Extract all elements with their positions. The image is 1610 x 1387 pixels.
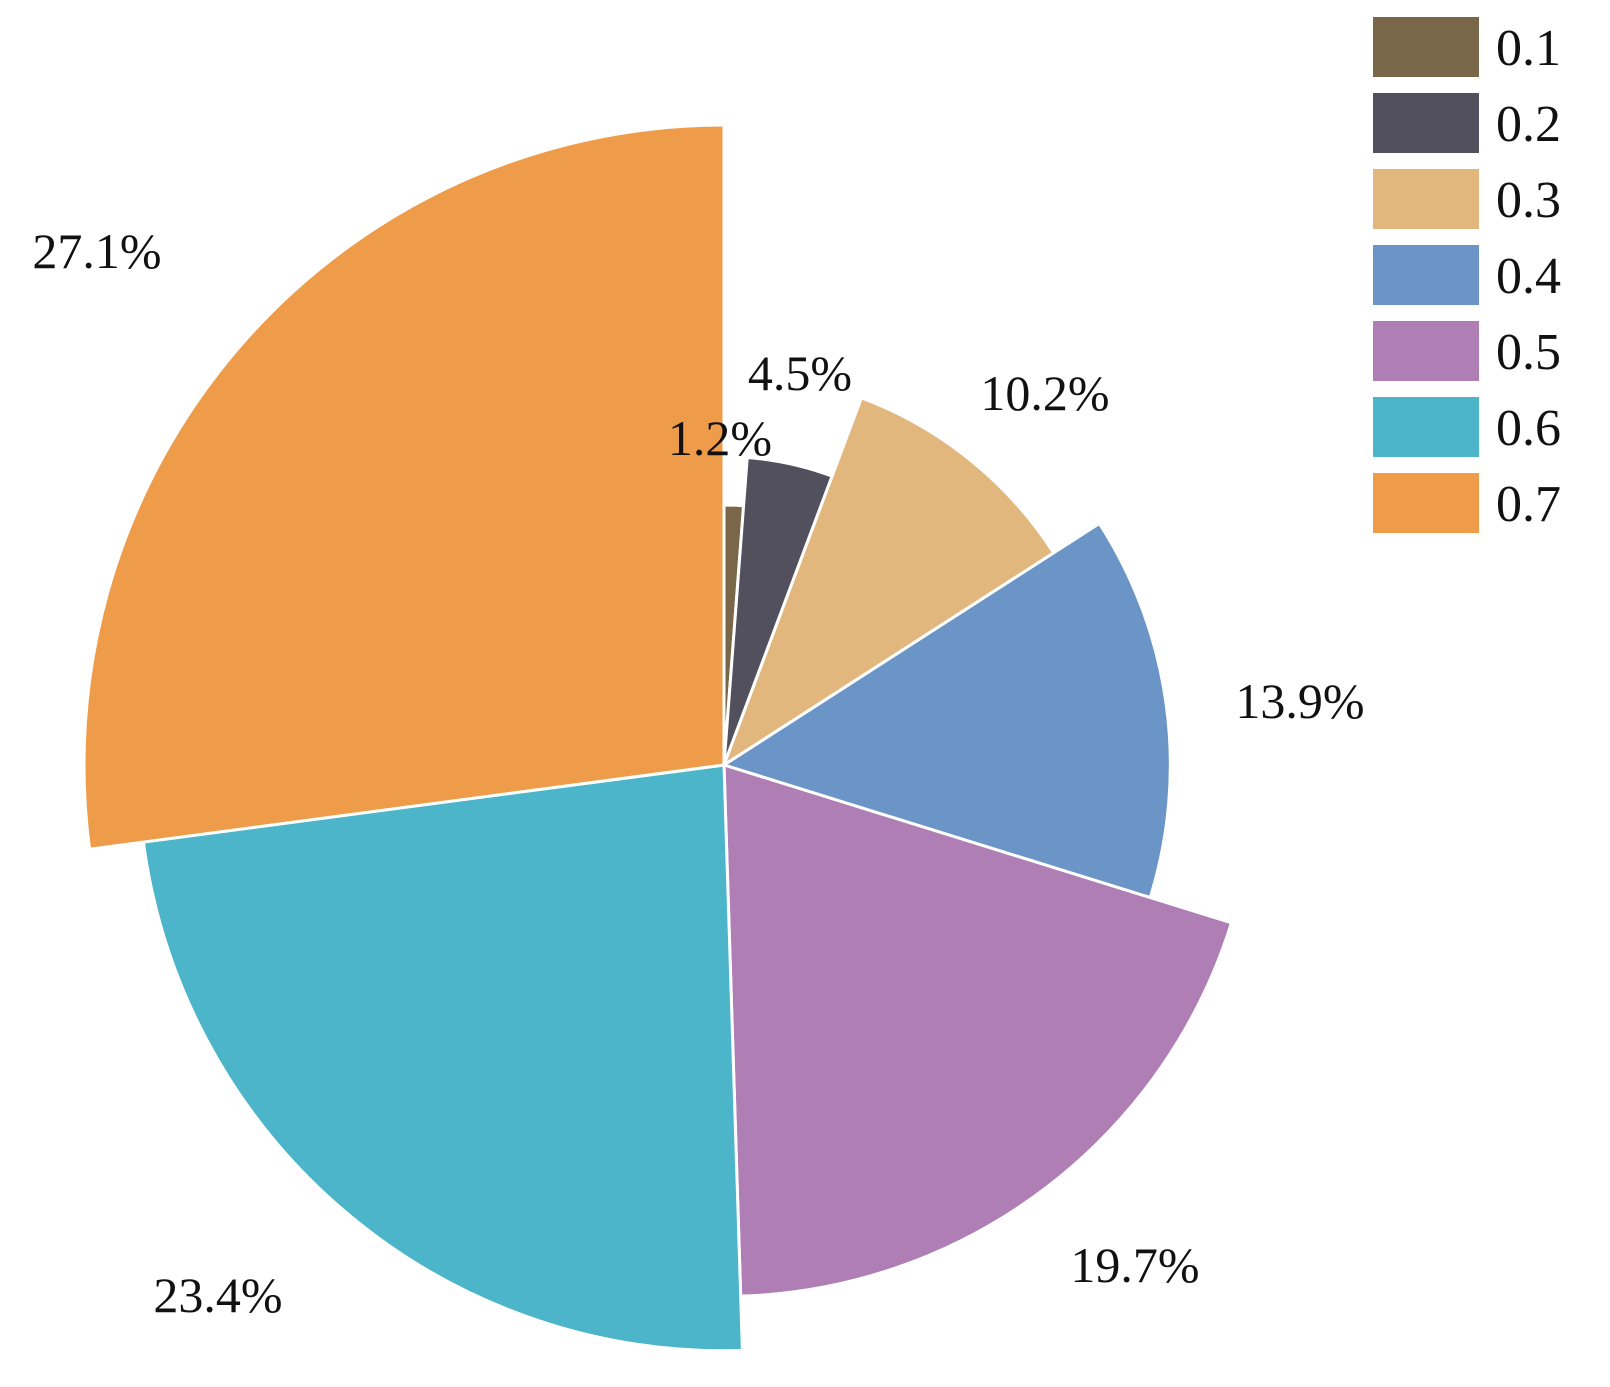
- legend-label-0.1: 0.1: [1496, 20, 1561, 77]
- legend-swatch-0.4: [1373, 245, 1479, 305]
- pie-labels: 1.2% 4.5% 10.2% 13.9% 19.7% 23.4% 27.1%: [32, 223, 1364, 1323]
- legend-label-0.4: 0.4: [1496, 248, 1561, 305]
- pie-slice-0.7: [82, 123, 726, 851]
- legend-label-0.5: 0.5: [1496, 324, 1561, 381]
- slice-label-0.1: 1.2%: [668, 410, 772, 466]
- legend-swatch-0.5: [1373, 321, 1479, 381]
- legend-label-0.2: 0.2: [1496, 96, 1561, 153]
- slice-label-0.6: 23.4%: [153, 1267, 282, 1323]
- legend-label-0.6: 0.6: [1496, 400, 1561, 457]
- slice-label-0.7: 27.1%: [32, 223, 161, 279]
- legend-swatch-0.3: [1373, 169, 1479, 229]
- slice-label-0.4: 13.9%: [1235, 673, 1364, 729]
- legend-swatch-0.2: [1373, 93, 1479, 153]
- slice-label-0.5: 19.7%: [1070, 1237, 1199, 1293]
- legend-swatch-0.6: [1373, 397, 1479, 457]
- pie-slice-0.6: [141, 763, 744, 1353]
- slice-label-0.2: 4.5%: [748, 345, 852, 401]
- legend-label-0.7: 0.7: [1496, 476, 1561, 533]
- legend-swatch-0.7: [1373, 473, 1479, 533]
- pie-slice-0.4: [720, 521, 1172, 900]
- legend: 0.1 0.2 0.3 0.4 0.5 0.6 0.7: [1373, 17, 1561, 533]
- legend-swatch-0.1: [1373, 17, 1479, 77]
- legend-label-0.3: 0.3: [1496, 172, 1561, 229]
- slice-label-0.3: 10.2%: [980, 365, 1109, 421]
- pie-slices: [82, 123, 1234, 1353]
- pie-slice-0.3: [721, 395, 1056, 769]
- pie-slice-0.5: [722, 762, 1234, 1298]
